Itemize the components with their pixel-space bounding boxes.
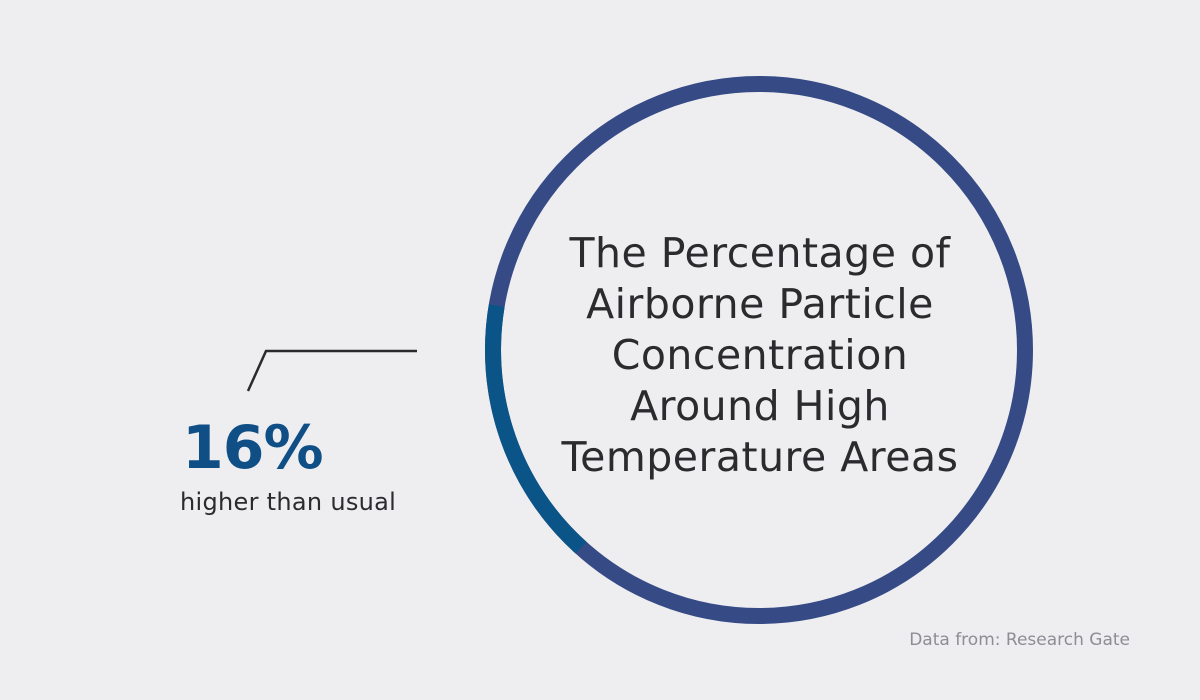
chart-title: The Percentage of Airborne Particle Conc… bbox=[530, 228, 990, 483]
highlight-caption: higher than usual bbox=[180, 488, 397, 516]
source-note: Data from: Research Gate bbox=[909, 630, 1130, 650]
chart-title-line: Airborne Particle bbox=[586, 280, 934, 328]
chart-title-line: Temperature Areas bbox=[561, 433, 959, 481]
highlight-value: 16% bbox=[182, 413, 324, 483]
chart-title-line: Concentration bbox=[611, 331, 909, 379]
donut-ring bbox=[485, 76, 1033, 624]
chart-title-line: Around High bbox=[630, 382, 890, 430]
chart-title-line: The Percentage of bbox=[569, 229, 951, 277]
callout-leader-line bbox=[246, 349, 417, 392]
donut-slice-highlight bbox=[485, 76, 1033, 624]
